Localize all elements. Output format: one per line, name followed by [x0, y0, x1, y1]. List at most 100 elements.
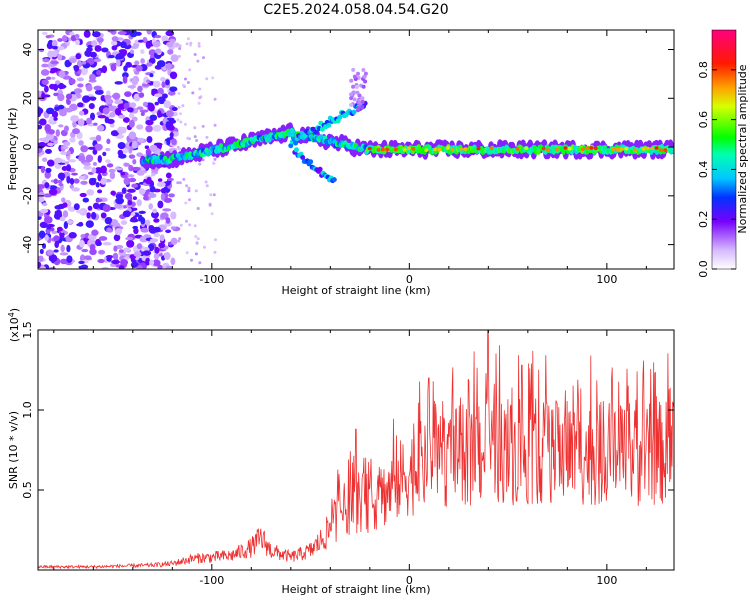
- heatmap-cell: [89, 136, 98, 141]
- heatmap-cell: [118, 153, 127, 159]
- heatmap-cell: [38, 184, 46, 190]
- heatmap-cell: [580, 147, 585, 151]
- heatmap-cell: [185, 251, 189, 255]
- heatmap-cell: [166, 62, 172, 70]
- heatmap-cell: [80, 67, 88, 76]
- heatmap-cell: [56, 226, 63, 232]
- heatmap-cell: [53, 92, 59, 97]
- heatmap-cell: [77, 102, 84, 108]
- heatmap-cell: [360, 100, 365, 104]
- heatmap-cell: [189, 43, 192, 47]
- colorbar-gradient: [711, 29, 737, 270]
- heatmap-cell: [376, 148, 381, 152]
- heatmap-cell: [149, 259, 155, 266]
- heatmap-cell: [41, 79, 49, 85]
- heatmap-cell: [163, 252, 171, 260]
- heatmap-cell: [105, 147, 111, 152]
- heatmap-cell: [41, 243, 47, 249]
- heatmap-cell: [551, 149, 557, 155]
- heatmap-cell: [165, 30, 175, 37]
- heatmap-cell: [476, 146, 481, 151]
- snr-scale-label: (x104): [7, 308, 21, 342]
- heatmap-cell: [134, 70, 140, 75]
- heatmap-cell: [41, 92, 46, 100]
- heatmap-cell: [645, 146, 650, 151]
- heatmap-cell: [156, 181, 166, 188]
- colorbar: 0.0 0.2 0.4 0.6 0.8 Normalized spectral ampl…: [697, 29, 749, 278]
- heatmap-cell: [86, 189, 95, 196]
- heatmap-cell: [78, 110, 85, 116]
- heatmap-cell: [38, 148, 43, 154]
- heatmap-cell: [127, 174, 135, 178]
- heatmap-cell: [111, 94, 119, 98]
- heatmap-cell: [357, 93, 362, 98]
- heatmap-cell: [66, 175, 71, 184]
- heatmap-cell: [166, 110, 174, 118]
- heatmap-cell: [167, 49, 174, 55]
- heatmap-cell: [69, 57, 77, 63]
- heatmap-cell: [82, 95, 91, 103]
- heatmap-cell: [111, 36, 119, 42]
- heatmap-cell: [140, 227, 149, 233]
- heatmap-cell: [59, 110, 67, 117]
- heatmap-cell: [83, 30, 91, 38]
- heatmap-cell: [178, 147, 181, 151]
- heatmap-cell: [437, 147, 442, 152]
- heatmap-cell: [267, 137, 272, 143]
- heatmap-cell: [185, 184, 189, 188]
- heatmap-cell: [157, 200, 164, 209]
- heatmap-cell: [196, 59, 200, 63]
- heatmap-cell: [74, 34, 80, 39]
- heatmap-cell: [188, 198, 191, 202]
- heatmap-main-band: [139, 122, 674, 170]
- heatmap-cell: [119, 50, 127, 58]
- heatmap-ytick-label: 40: [21, 43, 34, 57]
- heatmap-cell: [178, 44, 182, 48]
- heatmap-cell: [186, 136, 190, 140]
- heatmap-cell: [140, 217, 146, 225]
- heatmap-cell: [128, 131, 137, 140]
- heatmap-cell: [53, 157, 63, 164]
- heatmap-cell: [351, 67, 356, 72]
- heatmap-cell: [97, 189, 103, 194]
- heatmap-cell: [213, 250, 217, 254]
- heatmap-cell: [147, 193, 157, 198]
- heatmap-cell: [205, 77, 209, 81]
- heatmap-cell: [211, 76, 215, 80]
- heatmap-cell: [197, 101, 201, 105]
- heatmap-cell: [102, 151, 107, 157]
- heatmap-cell: [352, 97, 357, 102]
- heatmap-cell: [132, 196, 137, 200]
- heatmap-cell: [47, 159, 55, 167]
- heatmap-cell: [58, 124, 64, 128]
- heatmap-cell: [125, 61, 133, 68]
- heatmap-cell: [171, 106, 178, 112]
- heatmap-cell: [95, 182, 100, 188]
- heatmap-cell: [42, 202, 48, 207]
- heatmap-cell: [96, 198, 103, 203]
- heatmap-cell: [463, 147, 468, 151]
- heatmap-cell: [66, 255, 73, 264]
- heatmap-cell: [185, 42, 189, 46]
- figure-title: C2E5.2024.058.04.54.G20: [263, 2, 448, 18]
- heatmap-cell: [201, 124, 205, 128]
- heatmap-cell: [91, 40, 98, 48]
- heatmap-cell: [112, 252, 119, 260]
- heatmap-cell: [349, 96, 354, 101]
- heatmap-cell: [40, 266, 46, 269]
- heatmap-cell: [161, 81, 166, 88]
- heatmap-cell: [433, 147, 437, 152]
- heatmap-cell: [114, 107, 122, 116]
- heatmap-cell: [84, 255, 92, 261]
- heatmap-cell: [179, 223, 183, 227]
- heatmap-cell: [78, 260, 85, 265]
- heatmap-cell: [179, 112, 182, 116]
- heatmap-cell: [411, 147, 416, 151]
- heatmap-cell: [118, 114, 126, 119]
- heatmap-cell: [109, 171, 116, 180]
- heatmap-cell: [79, 192, 87, 198]
- heatmap-cell: [195, 241, 199, 245]
- heatmap-cell: [150, 173, 156, 177]
- heatmap-cell: [81, 248, 89, 253]
- heatmap-cell: [70, 115, 79, 122]
